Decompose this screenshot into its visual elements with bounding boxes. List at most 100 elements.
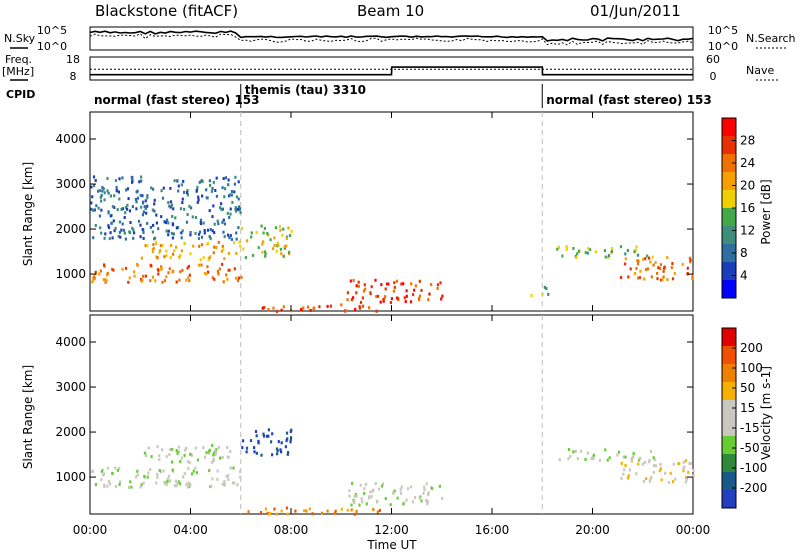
data-cell <box>114 179 118 183</box>
data-cell <box>127 197 130 201</box>
data-cell <box>626 249 629 253</box>
data-cell <box>121 207 124 211</box>
data-cell <box>153 202 156 206</box>
data-cell <box>635 267 638 270</box>
data-cell <box>285 439 288 443</box>
data-cell <box>396 496 399 500</box>
colorbar-swatch <box>722 118 736 136</box>
data-cell <box>351 481 354 485</box>
data-cell <box>659 263 662 267</box>
data-cell <box>689 258 692 262</box>
data-cell <box>212 204 215 208</box>
data-cell <box>211 187 214 190</box>
data-cell <box>624 455 627 459</box>
data-cell <box>176 451 179 455</box>
data-cell <box>168 479 172 483</box>
data-cell <box>357 284 360 288</box>
data-cell <box>210 189 213 193</box>
data-cell <box>637 259 640 263</box>
data-cell <box>152 187 155 191</box>
colorbar-swatch <box>722 364 736 382</box>
data-cell <box>244 256 247 260</box>
data-cell <box>348 494 351 498</box>
data-cell <box>97 206 100 210</box>
data-cell <box>186 193 189 197</box>
data-cell <box>130 176 133 179</box>
data-cell <box>176 482 179 486</box>
data-cell <box>166 477 169 481</box>
data-cell <box>399 488 402 492</box>
data-cell <box>135 475 138 479</box>
data-cell <box>131 180 134 184</box>
data-cell <box>426 502 429 506</box>
data-cell <box>242 247 245 251</box>
data-cell <box>210 484 213 488</box>
data-cell <box>103 191 106 195</box>
data-cell <box>229 207 232 211</box>
data-cell <box>228 268 231 272</box>
data-cell <box>131 226 134 230</box>
data-cell <box>561 254 564 258</box>
data-cell <box>440 297 443 301</box>
data-cell <box>221 207 224 211</box>
data-cell <box>211 443 214 447</box>
data-cell <box>253 450 256 454</box>
data-cell <box>129 480 132 484</box>
data-cell <box>221 244 224 248</box>
data-cell <box>277 243 280 247</box>
data-cell <box>187 481 190 485</box>
data-cell <box>308 507 311 511</box>
data-cell <box>264 252 267 256</box>
data-cell <box>223 257 226 261</box>
data-cell <box>135 200 138 204</box>
data-cell <box>405 289 408 293</box>
data-cell <box>646 267 650 271</box>
data-cell <box>118 230 121 234</box>
data-cell <box>353 494 356 498</box>
data-cell <box>364 482 367 486</box>
data-cell <box>650 475 653 479</box>
data-cell <box>178 278 181 282</box>
data-cell <box>692 469 695 472</box>
data-cell <box>235 276 238 280</box>
colorbar-swatch <box>722 346 736 364</box>
colorbar-tick-label: 28 <box>740 134 755 148</box>
data-cell <box>624 252 627 256</box>
data-cell <box>227 477 230 481</box>
data-cell <box>673 271 676 275</box>
data-cell <box>238 240 241 244</box>
data-cell <box>196 458 200 462</box>
nsky-tick-top: 10^5 <box>37 24 67 37</box>
data-cell <box>211 460 214 464</box>
data-cell <box>384 287 387 291</box>
data-cell <box>374 482 377 486</box>
data-cell <box>104 232 107 236</box>
power-colorbar-label: Power [dB] <box>759 179 773 244</box>
data-cell <box>283 245 286 249</box>
data-cell <box>684 480 687 484</box>
data-cell <box>158 458 161 462</box>
data-cell <box>682 460 685 464</box>
data-cell <box>623 262 627 266</box>
data-cell <box>423 485 426 489</box>
data-cell <box>305 509 308 513</box>
data-cell <box>188 204 191 208</box>
data-cell <box>254 430 258 433</box>
data-cell <box>185 278 188 282</box>
data-cell <box>321 511 324 515</box>
freq-traces <box>90 66 693 76</box>
data-cell <box>185 446 188 450</box>
data-cell <box>208 256 211 260</box>
data-cell <box>126 187 129 191</box>
data-cell <box>286 512 289 516</box>
data-cell <box>371 489 374 493</box>
data-cell <box>632 451 635 455</box>
data-cell <box>161 280 164 284</box>
data-cell <box>106 177 109 180</box>
data-cell <box>123 216 126 219</box>
data-cell <box>235 209 238 213</box>
nave-tick-top: 60 <box>706 53 720 66</box>
data-cell <box>348 489 351 493</box>
data-cell <box>662 269 665 273</box>
data-cell <box>558 458 561 462</box>
